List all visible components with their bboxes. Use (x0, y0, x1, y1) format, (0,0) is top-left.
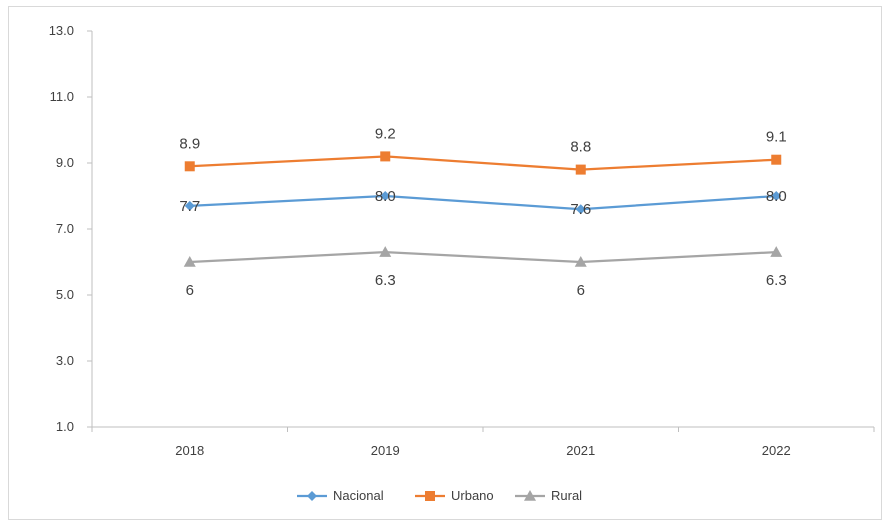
data-label-nacional: 7.7 (179, 198, 200, 215)
y-tick-label: 3.0 (56, 353, 74, 368)
data-labels: 7.7 8.0 7.6 8.0 8.9 9.2 8.8 9.1 6 6.3 6 6.3 (179, 125, 786, 299)
data-label-nacional: 8.0 (766, 188, 787, 205)
data-point-rural (574, 256, 587, 267)
y-tick-label: 9.0 (56, 155, 74, 170)
series-rural (183, 246, 783, 267)
legend-marker-nacional (307, 491, 317, 501)
series-line-nacional (189, 194, 777, 211)
x-tick-label: 2022 (762, 443, 791, 458)
legend-label: Urbano (451, 488, 494, 503)
legend-item-rural: Rural (515, 488, 582, 503)
data-point-nacional (771, 191, 782, 201)
data-label-rural: 6 (186, 282, 194, 299)
x-tick-label: 2019 (371, 443, 400, 458)
series-urbano (184, 151, 782, 175)
data-label-urbano: 8.8 (570, 139, 591, 156)
legend-item-urbano: Urbano (415, 488, 494, 503)
y-tick-label: 5.0 (56, 287, 74, 302)
x-tick-label: 2018 (175, 443, 204, 458)
axes: 1.0 3.0 5.0 7.0 9.0 11.0 13.0 2018 2019 2021 2022 (49, 23, 875, 458)
data-point-rural (770, 246, 783, 257)
y-tick-label: 7.0 (56, 221, 74, 236)
y-tick-label: 11.0 (50, 89, 74, 104)
series-line-rural (189, 250, 777, 264)
series-nacional (184, 191, 782, 215)
data-label-nacional: 8.0 (375, 188, 396, 205)
data-point-nacional (184, 200, 195, 211)
data-label-rural: 6 (577, 282, 585, 299)
data-point-urbano (380, 151, 391, 162)
data-point-nacional (575, 204, 586, 215)
data-label-urbano: 9.1 (766, 129, 787, 146)
data-point-urbano (184, 161, 195, 172)
data-label-urbano: 9.2 (375, 125, 396, 142)
legend-label: Rural (551, 488, 582, 503)
data-label-rural: 6.3 (766, 272, 787, 289)
series-line-urbano (189, 155, 777, 171)
data-point-urbano (771, 154, 782, 165)
x-tick-label: 2021 (566, 443, 595, 458)
legend-item-nacional: Nacional (297, 488, 384, 503)
legend-marker-urbano (425, 491, 435, 501)
data-point-nacional (380, 191, 391, 201)
legend-marker-rural (524, 490, 536, 501)
data-label-urbano: 8.9 (179, 135, 200, 152)
y-tick-label: 1.0 (56, 419, 74, 434)
data-label-rural: 6.3 (375, 272, 396, 289)
legend: Nacional Urbano Rural (297, 488, 582, 503)
data-point-rural (183, 256, 196, 267)
data-point-urbano (575, 164, 586, 175)
series-layer (183, 151, 783, 267)
data-point-rural (379, 246, 392, 257)
y-tick-label: 13.0 (49, 23, 74, 38)
chart-frame: 1.0 3.0 5.0 7.0 9.0 11.0 13.0 2018 2019 2021 2022 … (8, 6, 882, 520)
legend-label: Nacional (333, 488, 384, 503)
data-label-nacional: 7.6 (570, 201, 591, 218)
